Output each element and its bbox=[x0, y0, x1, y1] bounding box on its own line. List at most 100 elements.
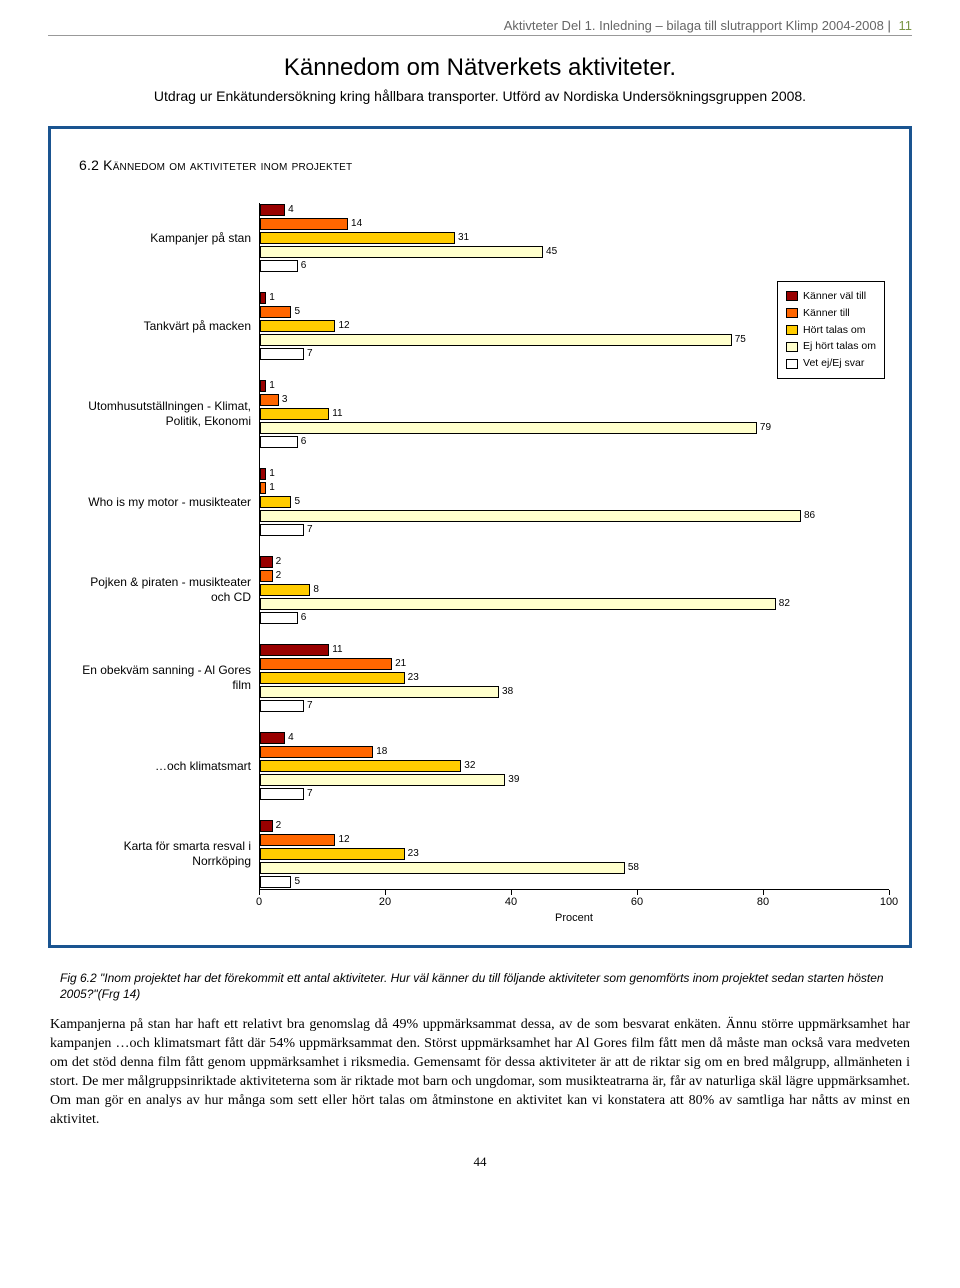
bar-row: 1 bbox=[260, 467, 889, 481]
bar-value-label: 75 bbox=[735, 333, 746, 347]
bar bbox=[260, 204, 285, 216]
header-line: Aktivteter Del 1. Inledning – bilaga til… bbox=[48, 18, 912, 36]
bar-value-label: 1 bbox=[269, 291, 275, 305]
bar-value-label: 18 bbox=[376, 745, 387, 759]
bar-row: 23 bbox=[260, 847, 889, 861]
bar-value-label: 39 bbox=[508, 773, 519, 787]
bar bbox=[260, 436, 298, 448]
figure-caption: Fig 6.2 "Inom projektet har det förekomm… bbox=[60, 970, 900, 1002]
bar-row: 23 bbox=[260, 671, 889, 685]
bar-value-label: 21 bbox=[395, 657, 406, 671]
bar-row: 18 bbox=[260, 745, 889, 759]
bar bbox=[260, 260, 298, 272]
bar-row: 39 bbox=[260, 773, 889, 787]
bar-row: 6 bbox=[260, 259, 889, 273]
bar-row: 2 bbox=[260, 819, 889, 833]
chart-frame: 6.2 Kännedom om aktiviteter inom projekt… bbox=[48, 126, 912, 948]
bar bbox=[260, 482, 266, 494]
category-label: Kampanjer på stan bbox=[79, 203, 259, 273]
bar bbox=[260, 732, 285, 744]
bar bbox=[260, 848, 405, 860]
bar bbox=[260, 612, 298, 624]
x-tick-label: 20 bbox=[379, 896, 391, 908]
bar-value-label: 2 bbox=[276, 819, 282, 833]
bar-row: 75 bbox=[260, 333, 889, 347]
page-subtitle: Utdrag ur Enkätundersökning kring hållba… bbox=[48, 88, 912, 104]
bar-row: 14 bbox=[260, 217, 889, 231]
category-label: Utomhusutställningen - Klimat, Politik, … bbox=[79, 379, 259, 449]
bar-row: 2 bbox=[260, 569, 889, 583]
bar-row: 7 bbox=[260, 523, 889, 537]
bar-value-label: 11 bbox=[332, 407, 342, 421]
bar-row: 21 bbox=[260, 657, 889, 671]
bar-row: 86 bbox=[260, 509, 889, 523]
bar-row: 45 bbox=[260, 245, 889, 259]
bar-value-label: 8 bbox=[313, 583, 319, 597]
bar bbox=[260, 408, 329, 420]
x-tick-label: 0 bbox=[256, 896, 262, 908]
bar-value-label: 14 bbox=[351, 217, 362, 231]
bar-value-label: 23 bbox=[408, 671, 419, 685]
x-tick-label: 40 bbox=[505, 896, 517, 908]
bar-value-label: 5 bbox=[294, 495, 300, 509]
bar-row: 7 bbox=[260, 347, 889, 361]
bar-value-label: 6 bbox=[301, 611, 307, 625]
x-tick-label: 100 bbox=[880, 896, 898, 908]
footer-page-number: 44 bbox=[48, 1154, 912, 1170]
bar-row: 31 bbox=[260, 231, 889, 245]
category-label: Pojken & piraten - musikteater och CD bbox=[79, 555, 259, 625]
bar-row: 11 bbox=[260, 643, 889, 657]
bar-row: 12 bbox=[260, 319, 889, 333]
header-page-num: 11 bbox=[899, 18, 913, 33]
bar-row: 4 bbox=[260, 731, 889, 745]
bar bbox=[260, 292, 266, 304]
bar bbox=[260, 306, 291, 318]
bar bbox=[260, 232, 455, 244]
bar-row: 1 bbox=[260, 379, 889, 393]
bar-value-label: 5 bbox=[294, 305, 300, 319]
bar bbox=[260, 672, 405, 684]
x-tick bbox=[889, 890, 890, 895]
bar bbox=[260, 862, 625, 874]
chart: Kampanjer på stan Tankvärt på macken Utomh… bbox=[79, 203, 889, 925]
bar bbox=[260, 834, 335, 846]
x-tick bbox=[511, 890, 512, 895]
bar bbox=[260, 598, 776, 610]
bar-value-label: 4 bbox=[288, 731, 294, 745]
bar-row: 79 bbox=[260, 421, 889, 435]
bar bbox=[260, 760, 461, 772]
bar-value-label: 1 bbox=[269, 467, 275, 481]
category-label: Karta för smarta resval i Norrköping bbox=[79, 819, 259, 889]
x-axis: Procent 020406080100 bbox=[259, 889, 889, 925]
bar-group: 41832397 bbox=[260, 731, 889, 801]
bar bbox=[260, 510, 801, 522]
bar bbox=[260, 644, 329, 656]
bar bbox=[260, 334, 732, 346]
bar-row: 1 bbox=[260, 481, 889, 495]
bar bbox=[260, 348, 304, 360]
bar-row: 2 bbox=[260, 555, 889, 569]
bar-row: 6 bbox=[260, 611, 889, 625]
bar-value-label: 11 bbox=[332, 643, 342, 657]
bar bbox=[260, 468, 266, 480]
bar-group: 21223585 bbox=[260, 819, 889, 889]
bar bbox=[260, 524, 304, 536]
bar-value-label: 12 bbox=[338, 833, 349, 847]
x-axis-title: Procent bbox=[555, 912, 593, 924]
bar-value-label: 23 bbox=[408, 847, 419, 861]
bar-value-label: 3 bbox=[282, 393, 288, 407]
x-tick-label: 60 bbox=[631, 896, 643, 908]
bar-row: 5 bbox=[260, 495, 889, 509]
category-label: Tankvärt på macken bbox=[79, 291, 259, 361]
x-tick bbox=[259, 890, 260, 895]
bar bbox=[260, 584, 310, 596]
header-context: Aktivteter Del 1. Inledning – bilaga til… bbox=[504, 18, 884, 33]
x-tick bbox=[385, 890, 386, 895]
body-paragraph: Kampanjerna på stan har haft ett relativ… bbox=[50, 1016, 910, 1129]
section-heading: 6.2 Kännedom om aktiviteter inom projekt… bbox=[79, 157, 889, 173]
bar-value-label: 5 bbox=[294, 875, 300, 889]
bar bbox=[260, 218, 348, 230]
bar-row: 12 bbox=[260, 833, 889, 847]
bar-value-label: 7 bbox=[307, 523, 313, 537]
bar-row: 6 bbox=[260, 435, 889, 449]
